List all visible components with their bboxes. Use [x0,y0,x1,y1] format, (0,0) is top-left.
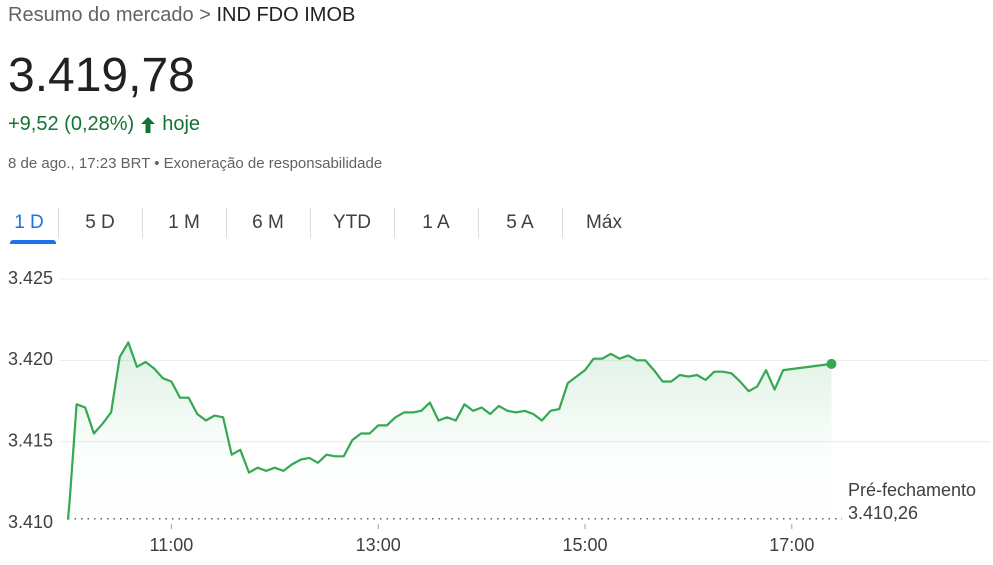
index-name: IND FDO IMOB [216,4,356,26]
x-tick-label: 13:00 [356,535,401,555]
range-tab[interactable]: 6 M [226,204,310,244]
up-arrow [141,116,156,133]
meta: 8 de ago., 17:23 BRT • Exoneração de res… [8,155,382,172]
change: +9,52 (0,28%) hoje [8,113,200,136]
area-fill [68,342,832,523]
timestamp: 8 de ago., 17:23 BRT [8,155,151,172]
range-tab[interactable]: 1 A [394,204,478,244]
price-line [66,341,832,520]
range-tab[interactable]: 5 A [478,204,562,244]
x-tick-label: 15:00 [562,535,607,555]
y-tick-label: 3.410 [8,512,53,532]
range-tab[interactable]: 5 D [58,204,142,244]
previous-close-name: Pré-fechamento [848,480,976,500]
range-tab[interactable]: 1 M [142,204,226,244]
breadcrumb-link[interactable]: Resumo do mercado > [8,4,211,26]
range-tab[interactable]: YTD [310,204,394,244]
range-tab[interactable]: 1 D [0,204,58,244]
previous-close-value: 3.410,26 [848,503,918,523]
y-tick-label: 3.415 [8,430,53,450]
x-tick-label: 11:00 [150,535,194,555]
x-tick-label: 17:00 [769,535,814,555]
breadcrumb: Resumo do mercado > IND FDO IMOB [8,4,355,27]
disclaimer[interactable]: Exoneração de responsabilidade [163,155,383,172]
change-period: hoje [162,113,201,135]
y-tick-label: 3.425 [8,268,53,288]
change-value: +9,52 (0,28%) [8,113,135,135]
last-point [826,358,837,369]
range-tab[interactable]: Máx [562,204,646,244]
y-tick-label: 3.420 [8,349,53,369]
separator: • [154,155,160,172]
price: 3.419,78 [8,49,195,102]
